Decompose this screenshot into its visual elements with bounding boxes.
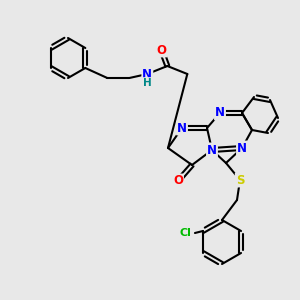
Text: N: N [207, 143, 217, 157]
Text: N: N [215, 106, 225, 119]
Text: N: N [237, 142, 247, 154]
Text: Cl: Cl [179, 228, 191, 238]
Text: N: N [177, 122, 187, 134]
Text: O: O [156, 44, 166, 56]
Text: H: H [143, 78, 152, 88]
Text: O: O [173, 175, 183, 188]
Text: S: S [236, 173, 244, 187]
Text: N: N [142, 68, 152, 80]
